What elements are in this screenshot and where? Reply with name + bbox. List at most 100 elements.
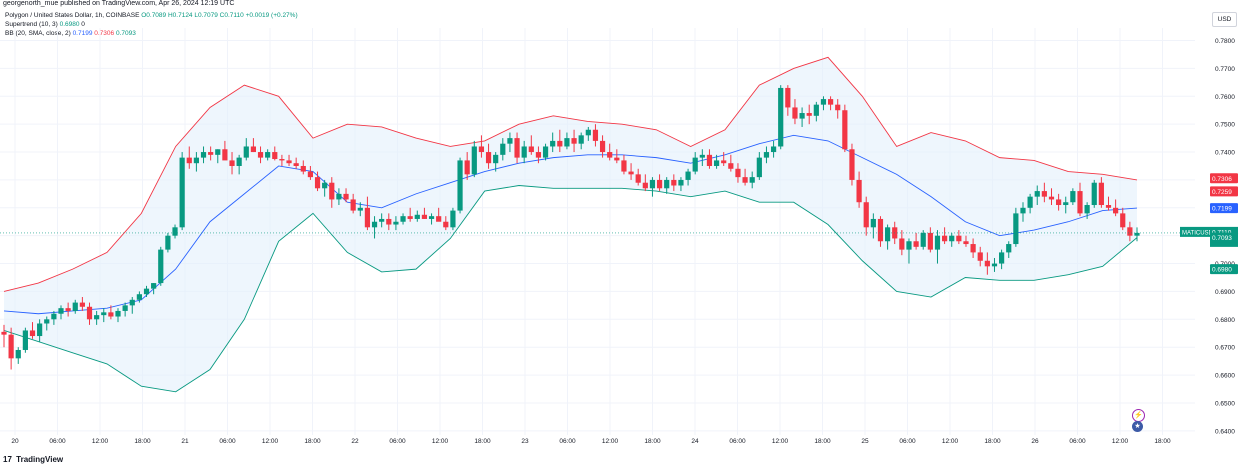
candle-body: [785, 87, 791, 108]
candle-body: [222, 149, 228, 161]
candle-body: [820, 99, 827, 105]
lightning-icon[interactable]: ⚡: [1132, 409, 1145, 422]
publication-header: georgenorth_mue published on TradingView…: [0, 0, 1250, 10]
candle-body: [22, 330, 28, 350]
candle-body: [1013, 213, 1019, 245]
candle-body: [136, 294, 142, 300]
bb-basis-tag: 0.7199: [1212, 206, 1232, 213]
candle-body: [343, 193, 349, 200]
tv-logo-icon: 17: [3, 455, 12, 464]
candle-body: [571, 138, 577, 144]
x-tick-label: 06:00: [219, 438, 236, 445]
brand-label: TradingView: [16, 455, 64, 464]
bb-label: BB (20, SMA, close, 2): [5, 30, 71, 37]
candle-body: [29, 330, 36, 337]
candle-body: [165, 235, 171, 250]
candle-body: [1084, 205, 1090, 214]
candle-body: [528, 146, 534, 153]
x-tick-label: 23: [521, 438, 529, 445]
x-tick-label: 18:00: [1154, 438, 1171, 445]
bb-band-fill: [4, 57, 1137, 392]
candle-body: [478, 146, 485, 153]
candle-body: [742, 177, 748, 183]
candle-body: [699, 154, 705, 158]
candle-body: [770, 146, 777, 153]
close-value: C0.7110: [219, 12, 244, 19]
candle-body: [999, 252, 1005, 264]
candle-body: [421, 214, 428, 219]
candle-body: [614, 157, 620, 161]
candle-body: [628, 171, 634, 175]
candle-body: [1127, 227, 1133, 236]
candle-body: [1077, 191, 1083, 214]
candle-body: [870, 218, 876, 228]
candle-body: [94, 315, 100, 320]
candle-body: [685, 171, 691, 180]
tradingview-footer[interactable]: 17 TradingView: [3, 455, 63, 464]
candle-body: [799, 113, 805, 119]
candle-body: [257, 152, 264, 158]
x-tick-label: 26: [1031, 438, 1039, 445]
supertrend-red-tag-bg: [1210, 186, 1238, 197]
candle-body: [386, 218, 392, 225]
candle-body: [464, 160, 470, 175]
candle-body: [656, 179, 663, 189]
candle-body: [108, 312, 114, 317]
x-tick-label: 25: [861, 438, 869, 445]
candle-body: [15, 349, 21, 359]
candle-body: [1120, 213, 1126, 228]
candle-body: [521, 146, 527, 158]
candle-body: [599, 140, 606, 153]
candle-body: [314, 177, 321, 189]
candle-body: [172, 227, 178, 236]
candle-body: [621, 160, 627, 172]
symbol-row[interactable]: Polygon / United States Dollar, 1h, COIN…: [5, 11, 298, 20]
currency-button[interactable]: USD: [1212, 12, 1237, 27]
candle-body: [393, 221, 399, 225]
candle-body: [877, 218, 884, 242]
candle-body: [457, 160, 463, 211]
candle-body: [920, 232, 926, 247]
candle-body: [101, 312, 107, 316]
x-tick-label: 12:00: [602, 438, 619, 445]
y-tick-label: 0.6900: [1215, 289, 1235, 296]
x-tick-label: 12:00: [92, 438, 109, 445]
candle-body: [678, 179, 684, 186]
candle-body: [557, 140, 563, 147]
supertrend-red-tag: 0.7259: [1212, 189, 1232, 196]
candle-body: [806, 113, 812, 116]
high-value: H0.7124: [167, 12, 193, 19]
indicator-fills: [4, 57, 1137, 392]
candle-body: [250, 146, 257, 153]
candle-body: [1098, 182, 1104, 206]
supertrend-row[interactable]: Supertrend (10, 3) 0.6980 0: [5, 20, 298, 29]
candle-body: [208, 152, 214, 155]
symbol-label: Polygon / United States Dollar, 1h, COIN…: [5, 12, 140, 19]
open-value: O0.7089: [141, 12, 167, 19]
candle-body: [692, 157, 698, 172]
candle-body: [300, 165, 306, 172]
candle-body: [357, 207, 363, 211]
x-tick-label: 06:00: [729, 438, 746, 445]
candle-body: [229, 160, 235, 166]
bb-row[interactable]: BB (20, SMA, close, 2) 0.7199 0.7306 0.7…: [5, 29, 298, 38]
candle-body: [735, 168, 741, 178]
x-tick-label: 06:00: [389, 438, 406, 445]
price-chart[interactable]: 0.78000.77000.76000.75000.74000.73000.72…: [0, 10, 1250, 455]
candle-body: [450, 210, 456, 228]
candle-body: [906, 241, 912, 250]
candle-body: [984, 260, 990, 267]
candle-body: [635, 174, 641, 183]
bb-basis-value: 0.7199: [72, 30, 93, 37]
publication-line: georgenorth_mue published on TradingView…: [3, 0, 235, 7]
y-tick-label: 0.6500: [1215, 400, 1235, 407]
candle-body: [642, 182, 648, 189]
chart-legend: Polygon / United States Dollar, 1h, COIN…: [5, 11, 298, 38]
candle-body: [942, 235, 948, 242]
us-flag-icon[interactable]: ★: [1132, 421, 1143, 432]
candle-body: [243, 146, 249, 158]
candle-body: [436, 216, 442, 222]
candle-body: [1113, 207, 1119, 214]
y-tick-label: 0.7500: [1215, 122, 1235, 129]
bb-lower-value: 0.7093: [115, 30, 136, 37]
